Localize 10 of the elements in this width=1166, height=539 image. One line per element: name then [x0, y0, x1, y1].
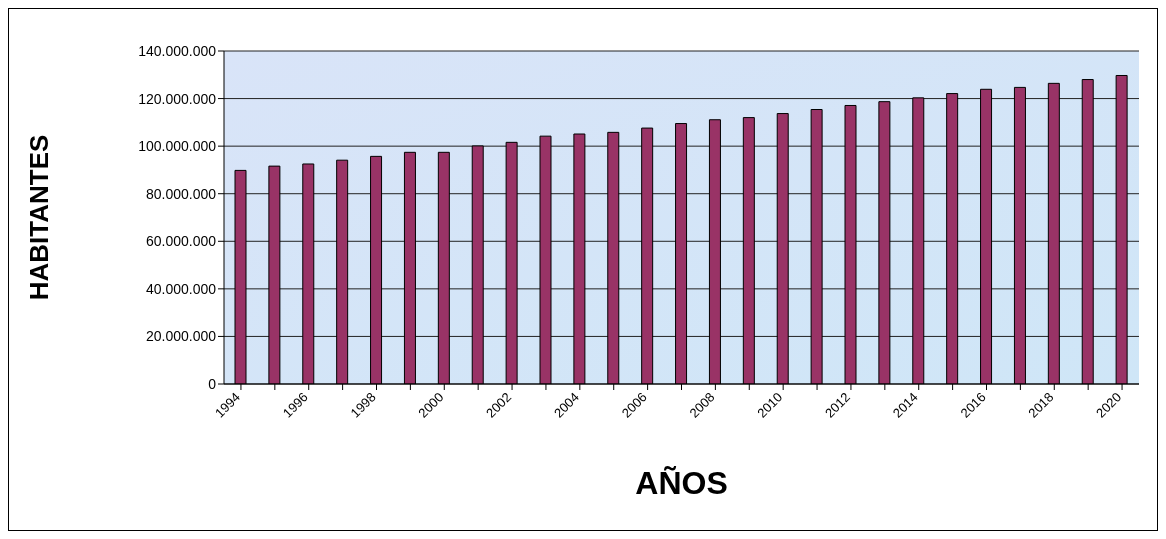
y-tick-label: 0: [208, 375, 217, 392]
x-axis-title: AÑOS: [635, 465, 728, 501]
y-tick-label: 120.000.000: [138, 90, 217, 107]
y-tick-label: 20.000.000: [145, 328, 217, 345]
y-axis-title: HABITANTES: [24, 134, 55, 301]
y-tick-label: 80.000.000: [145, 185, 217, 202]
y-tick-label: 100.000.000: [138, 138, 217, 155]
y-tick-label: 40.000.000: [145, 280, 217, 297]
y-tick-label: 140.000.000: [138, 42, 217, 59]
y-tick-label: 60.000.000: [145, 233, 217, 250]
